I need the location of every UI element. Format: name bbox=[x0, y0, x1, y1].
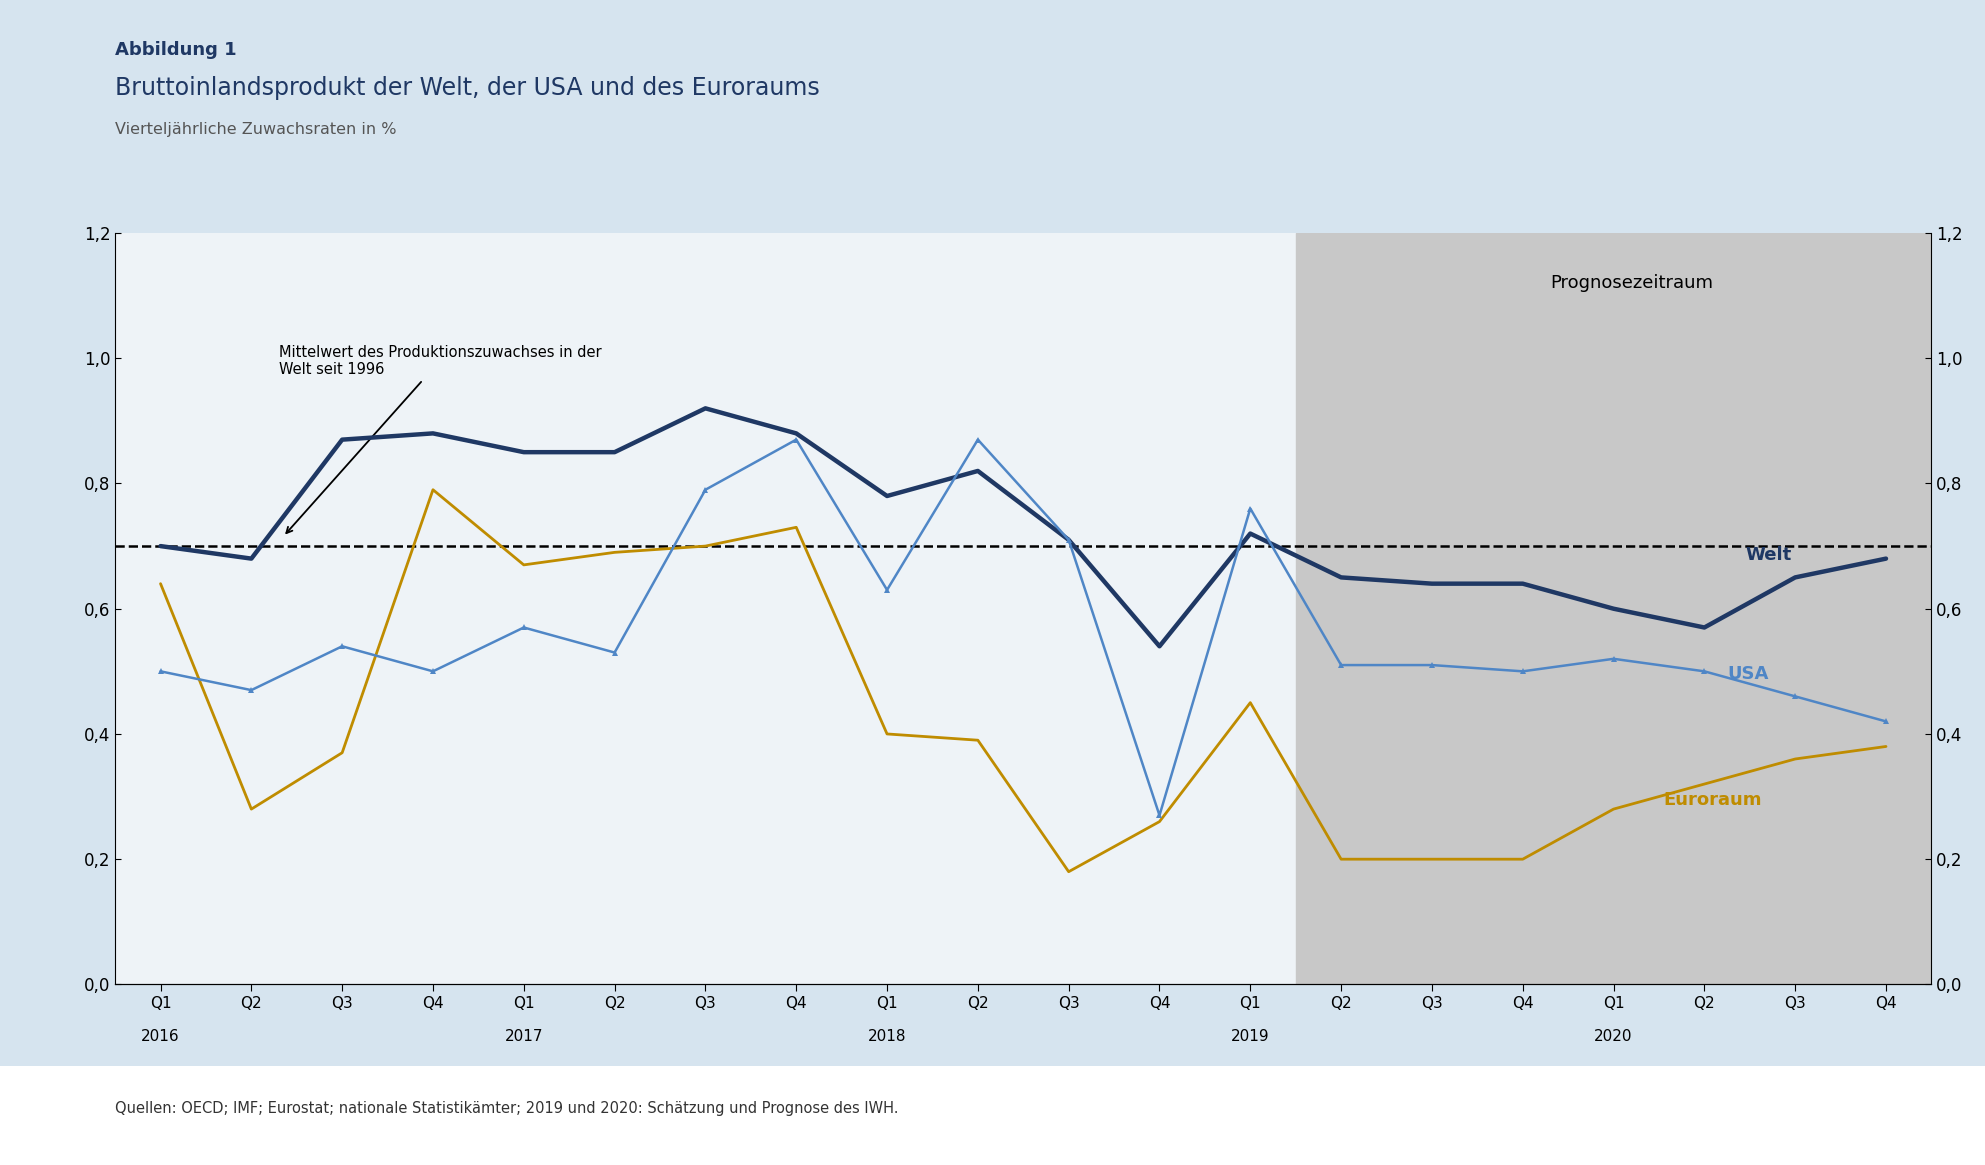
Text: Mittelwert des Produktionszuwachses in der
Welt seit 1996: Mittelwert des Produktionszuwachses in d… bbox=[278, 345, 601, 534]
Text: Prognosezeitraum: Prognosezeitraum bbox=[1550, 274, 1713, 291]
Text: USA: USA bbox=[1727, 665, 1769, 684]
Text: Welt: Welt bbox=[1745, 546, 1792, 565]
Text: Quellen: OECD; IMF; Eurostat; nationale Statistikämter; 2019 und 2020: Schätzung: Quellen: OECD; IMF; Eurostat; nationale … bbox=[115, 1101, 899, 1116]
Text: 2017: 2017 bbox=[504, 1029, 544, 1044]
Text: 2018: 2018 bbox=[867, 1029, 907, 1044]
Text: Abbildung 1: Abbildung 1 bbox=[115, 41, 236, 58]
Text: 2016: 2016 bbox=[141, 1029, 181, 1044]
Text: Bruttoinlandsprodukt der Welt, der USA und des Euroraums: Bruttoinlandsprodukt der Welt, der USA u… bbox=[115, 76, 820, 100]
Text: Euroraum: Euroraum bbox=[1663, 791, 1763, 809]
Text: Vierteljährliche Zuwachsraten in %: Vierteljährliche Zuwachsraten in % bbox=[115, 122, 397, 137]
Text: 2020: 2020 bbox=[1594, 1029, 1634, 1044]
Bar bbox=[1296, 233, 1931, 984]
Text: 2019: 2019 bbox=[1231, 1029, 1270, 1044]
